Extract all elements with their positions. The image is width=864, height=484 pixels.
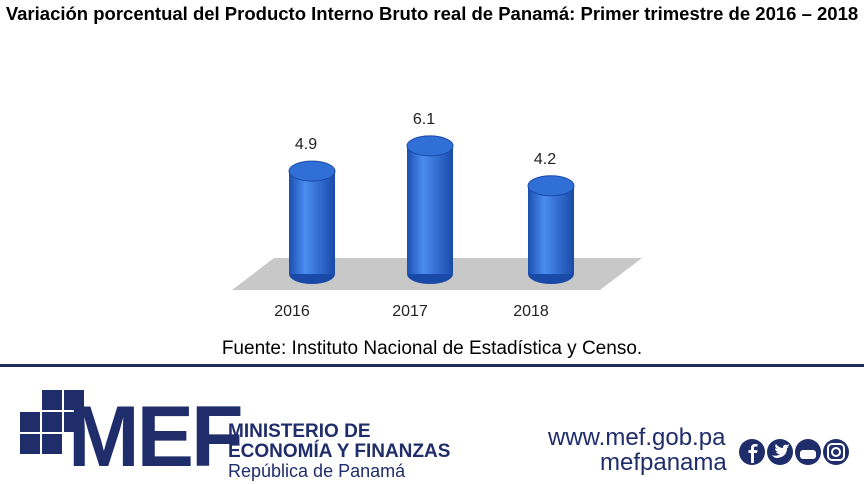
handle[interactable]: mefpanama [600, 449, 727, 476]
divider [0, 364, 864, 367]
value-label: 4.2 [534, 151, 556, 168]
logo-text: MEF [68, 389, 244, 484]
ministry-line: MINISTERIO DE [228, 421, 371, 442]
chart-title: Variación porcentual del Producto Intern… [5, 3, 859, 24]
bar [407, 145, 453, 274]
value-label: 6.1 [413, 111, 435, 128]
bar-top [527, 175, 575, 197]
x-tick-label: 2017 [392, 303, 428, 320]
instagram-icon[interactable] [823, 439, 849, 465]
bar [528, 185, 574, 274]
source: Fuente: Instituto Nacional de Estadístic… [221, 338, 643, 359]
social-icons [739, 439, 849, 465]
logo-mark [20, 390, 84, 454]
x-tick-label: 2016 [274, 303, 310, 320]
bar-top [288, 160, 336, 182]
x-tick-label: 2018 [513, 303, 549, 320]
ministry-line: ECONOMÍA Y FINANZAS [228, 441, 451, 462]
bar [289, 171, 335, 274]
value-label: 4.9 [295, 136, 317, 153]
bar-top [406, 135, 454, 157]
country: República de Panamá [228, 461, 406, 481]
website[interactable]: www.mef.gob.pa [548, 424, 726, 451]
chart: 4.9 2016 6.1 2017 4.2 2018 [232, 111, 642, 320]
